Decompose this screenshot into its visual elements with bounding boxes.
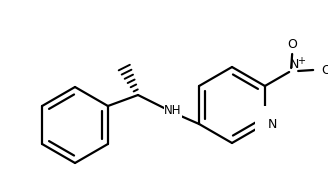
Text: O: O xyxy=(287,38,297,51)
Text: NH: NH xyxy=(164,105,182,118)
Text: O: O xyxy=(321,63,328,76)
Text: +: + xyxy=(297,56,305,66)
Text: N: N xyxy=(290,58,299,71)
Text: N: N xyxy=(268,119,277,132)
